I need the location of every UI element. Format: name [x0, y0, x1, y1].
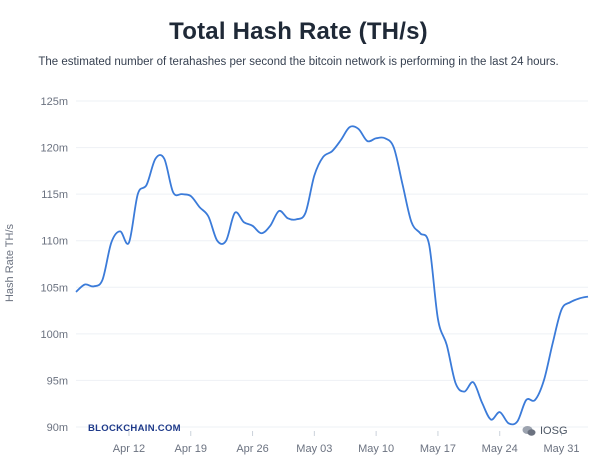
x-tick-label: Apr 19: [175, 443, 207, 455]
blockchain-logo-text: BLOCKCHAIN.COM: [88, 423, 181, 434]
series-line-layer: [75, 125, 589, 426]
grid-lines: [76, 100, 588, 428]
x-tick-label: Apr 26: [236, 443, 268, 455]
y-axis-ticks: 90m 95m 100m 105m 110m 115m 120m 125m: [40, 96, 68, 434]
y-tick-label: 125m: [40, 96, 68, 108]
page-title: Total Hash Rate (TH/s): [169, 18, 428, 45]
wechat-icon: [522, 426, 536, 436]
y-tick-label: 90m: [47, 422, 68, 434]
iosg-watermark: IOSG: [522, 425, 568, 437]
y-tick-label: 120m: [40, 143, 68, 155]
x-tick-label: May 31: [543, 443, 579, 455]
x-tick-label: Apr 12: [113, 443, 145, 455]
watermark-label: IOSG: [540, 425, 568, 437]
x-tick-label: May 24: [482, 443, 518, 455]
page-subtitle: The estimated number of terahashes per s…: [38, 56, 559, 68]
y-tick-label: 95m: [47, 375, 68, 387]
y-axis-title: Hash Rate TH/s: [4, 223, 16, 302]
y-tick-label: 100m: [40, 329, 68, 341]
x-axis-ticks: Apr 12 Apr 19 Apr 26 May 03 May 10 May 17 May …: [113, 431, 580, 455]
y-tick-label: 110m: [41, 236, 68, 248]
x-tick-label: May 10: [358, 443, 394, 455]
series-line: [75, 125, 589, 426]
y-tick-label: 115m: [41, 189, 68, 201]
x-tick-label: May 03: [296, 443, 332, 455]
y-tick-label: 105m: [40, 282, 68, 294]
x-tick-label: May 17: [420, 443, 456, 455]
